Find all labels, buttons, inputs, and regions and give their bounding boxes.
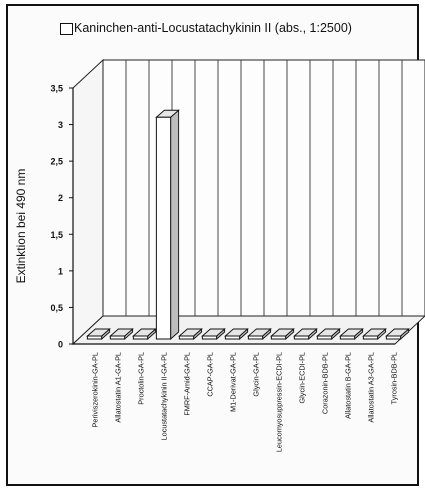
side-wall [72, 58, 104, 346]
bar [362, 335, 379, 340]
bar [155, 116, 172, 340]
bar [178, 335, 195, 340]
legend-label: Kaninchen-anti-Locustatachykinin II (abs… [74, 21, 352, 35]
bar [109, 335, 126, 340]
x-tick-label: FMRF-Amid-GA-PL [183, 352, 192, 416]
x-tick-label: Allatostatin A1-GA-PL [114, 352, 123, 423]
y-tick-label: 1 [58, 266, 63, 276]
y-tick-label: 1,5 [50, 230, 63, 240]
x-tick-label: CCAP-GA-PL [206, 352, 215, 397]
x-tick-label: M1-Derivat-GA-PL [229, 352, 238, 412]
y-tick-label: 2,5 [50, 157, 63, 167]
bar [339, 335, 356, 340]
bar [385, 335, 402, 340]
bar [132, 335, 149, 340]
y-tick-label: 0,5 [50, 303, 63, 313]
x-tick-label: Allatostatin B-GA-PL [344, 352, 353, 419]
x-tick-label: Periviszerokinin-GA-PL [91, 352, 100, 427]
x-tick-label: Locustatachykinin II-GA-PL [160, 352, 169, 440]
bar [293, 335, 310, 340]
legend-swatch [60, 23, 73, 35]
bar-side [170, 109, 180, 340]
x-tick-label: Tyrosin-BDB-PL [390, 352, 399, 404]
x-tick-label: Leucomyosuppressin-ECDI-PL [275, 352, 284, 452]
bar [316, 335, 333, 340]
bar [247, 335, 264, 340]
x-tick-label: Corazonin-BDB-PL [321, 352, 330, 414]
y-tick-label: 2 [58, 193, 63, 203]
bar [270, 335, 287, 340]
x-tick-label: Glycin-GA-PL [252, 352, 261, 397]
bar [201, 335, 218, 340]
y-tick-label: 0 [58, 340, 63, 350]
bar [224, 335, 241, 340]
bar [86, 335, 103, 340]
y-tick-label: 3 [58, 120, 63, 130]
x-tick-label: Allatostatin A3-GA-PL [367, 352, 376, 423]
x-tick-label: Proctolin-GA-PL [137, 352, 146, 405]
x-tick-label: Glycin-ECDI-PL [298, 352, 307, 404]
y-tick-label: 3,5 [50, 84, 63, 94]
